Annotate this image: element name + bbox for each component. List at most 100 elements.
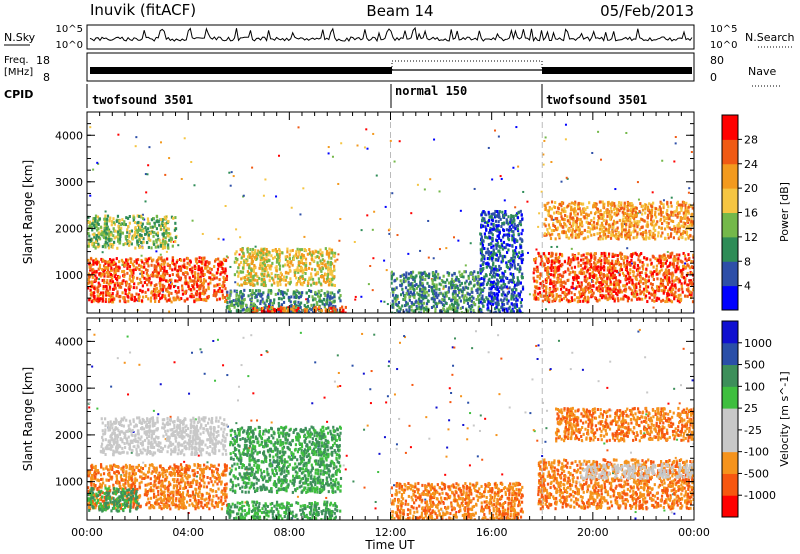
data-cell <box>282 296 286 300</box>
data-cell <box>195 259 198 263</box>
data-cell <box>107 233 111 237</box>
data-cell <box>496 302 499 306</box>
data-cell <box>332 304 335 308</box>
data-cell <box>239 303 242 307</box>
data-cell <box>666 294 669 298</box>
data-cell <box>195 290 198 294</box>
data-cell <box>261 269 264 273</box>
data-cell <box>439 309 442 313</box>
data-cell <box>186 272 189 276</box>
data-cell <box>415 299 418 303</box>
data-cell <box>568 288 571 292</box>
data-cell <box>256 256 259 260</box>
data-cell <box>109 242 112 246</box>
data-cell <box>461 305 464 309</box>
data-cell <box>669 255 672 259</box>
data-cell <box>498 268 501 272</box>
data-cell <box>187 284 190 288</box>
data-cell <box>637 258 640 262</box>
data-cell <box>324 310 327 313</box>
data-cell <box>515 294 518 298</box>
data-cell <box>249 304 253 308</box>
data-cell <box>110 262 113 266</box>
data-cell <box>644 272 647 276</box>
data-cell <box>218 289 221 293</box>
data-cell <box>689 279 692 283</box>
data-cell <box>248 264 251 268</box>
scatter-cell <box>599 158 602 161</box>
data-cell <box>298 303 301 307</box>
data-cell <box>692 278 694 282</box>
data-cell <box>481 262 484 266</box>
data-cell <box>344 305 347 309</box>
data-cell <box>127 216 130 220</box>
data-cell <box>230 302 234 306</box>
data-cell <box>303 307 306 311</box>
data-cell <box>276 253 279 257</box>
data-cell <box>118 266 121 270</box>
data-cell <box>426 307 429 311</box>
data-cell <box>105 291 108 295</box>
data-cell <box>140 214 143 218</box>
data-cell <box>181 288 184 292</box>
data-cell <box>594 268 597 272</box>
data-cell <box>504 233 507 237</box>
data-cell <box>233 273 237 277</box>
data-cell <box>679 293 682 297</box>
data-cell <box>149 238 152 242</box>
data-cell <box>504 246 507 250</box>
data-cell <box>512 275 515 279</box>
data-cell <box>654 291 657 295</box>
data-cell <box>519 310 522 313</box>
data-cell <box>490 291 493 295</box>
data-cell <box>492 271 495 275</box>
data-cell <box>441 297 444 301</box>
data-cell <box>300 258 303 262</box>
data-cell <box>631 291 635 295</box>
scatter-cell <box>232 175 235 178</box>
data-cell <box>431 282 434 286</box>
data-cell <box>583 275 586 279</box>
scatter-cell <box>674 136 677 139</box>
data-cell <box>472 296 475 300</box>
data-cell <box>228 305 231 309</box>
data-cell <box>444 291 447 295</box>
data-cell <box>233 305 236 309</box>
data-cell <box>620 252 624 256</box>
scatter-cell <box>652 306 655 309</box>
data-cell <box>161 220 164 224</box>
data-cell <box>92 233 96 237</box>
data-cell <box>637 254 640 258</box>
data-cell <box>501 235 505 239</box>
data-cell <box>291 305 294 309</box>
data-cell <box>487 253 490 257</box>
data-cell <box>277 255 280 259</box>
data-cell <box>262 291 265 295</box>
data-cell <box>445 310 448 313</box>
data-cell <box>408 298 411 302</box>
data-cell <box>302 280 306 284</box>
data-cell <box>314 255 317 259</box>
data-cell <box>125 281 128 285</box>
data-cell <box>580 292 583 296</box>
data-cell <box>106 289 110 293</box>
data-cell <box>412 302 416 306</box>
data-cell <box>510 229 513 233</box>
data-cell <box>330 283 334 287</box>
scatter-cell <box>487 146 490 149</box>
data-cell <box>418 289 422 293</box>
data-cell <box>197 268 200 272</box>
data-cell <box>510 278 513 282</box>
data-cell <box>504 293 507 297</box>
scatter-cell <box>514 206 517 209</box>
data-cell <box>480 283 483 287</box>
data-cell <box>289 277 292 281</box>
data-cell <box>104 299 107 303</box>
data-cell <box>635 290 638 294</box>
data-cell <box>198 268 201 272</box>
data-cell <box>659 259 662 263</box>
data-cell <box>505 285 508 289</box>
scatter-cell <box>389 139 392 142</box>
data-cell <box>453 272 456 276</box>
